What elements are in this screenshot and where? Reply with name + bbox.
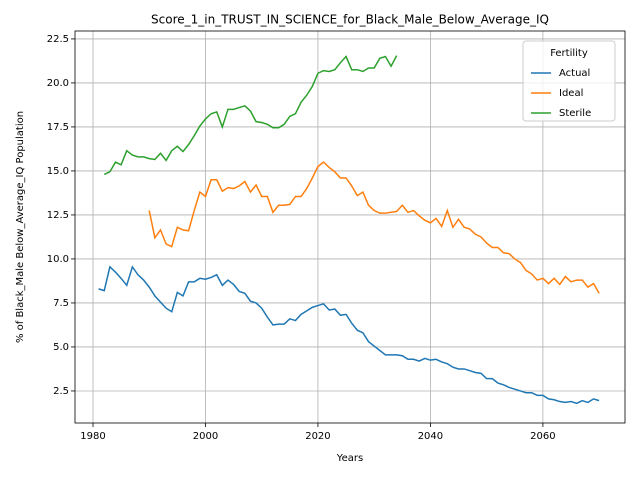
y-tick-label: 15.0 xyxy=(47,166,69,177)
y-tick-label: 22.5 xyxy=(47,34,69,45)
y-tick-label: 12.5 xyxy=(47,210,69,221)
y-axis-label: % of Black_Male Below_Average_IQ Populat… xyxy=(15,111,26,343)
x-tick-label: 2060 xyxy=(530,431,555,442)
series-line xyxy=(103,55,398,176)
x-tick-label: 2020 xyxy=(305,431,330,442)
legend-title: Fertility xyxy=(550,48,588,59)
series-line xyxy=(98,265,600,405)
x-tick-label: 2000 xyxy=(193,431,218,442)
series-line xyxy=(148,161,600,294)
y-tick-label: 20.0 xyxy=(47,78,69,89)
y-tick-label: 17.5 xyxy=(47,122,69,133)
plot-frame xyxy=(74,30,626,424)
y-tick-label: 7.5 xyxy=(53,298,69,309)
y-tick-label: 5.0 xyxy=(53,342,69,353)
legend-label: Ideal xyxy=(559,88,583,99)
legend-label: Actual xyxy=(559,68,590,79)
legend-label: Sterile xyxy=(559,108,591,119)
x-tick-label: 1980 xyxy=(80,431,105,442)
x-axis-label: Years xyxy=(336,453,363,464)
x-tick-label: 2040 xyxy=(418,431,443,442)
y-tick-label: 10.0 xyxy=(47,254,69,265)
legend-box xyxy=(522,40,616,122)
y-tick-label: 2.5 xyxy=(53,386,69,397)
chart-title: Score_1_in_TRUST_IN_SCIENCE_for_Black_Ma… xyxy=(151,13,549,27)
